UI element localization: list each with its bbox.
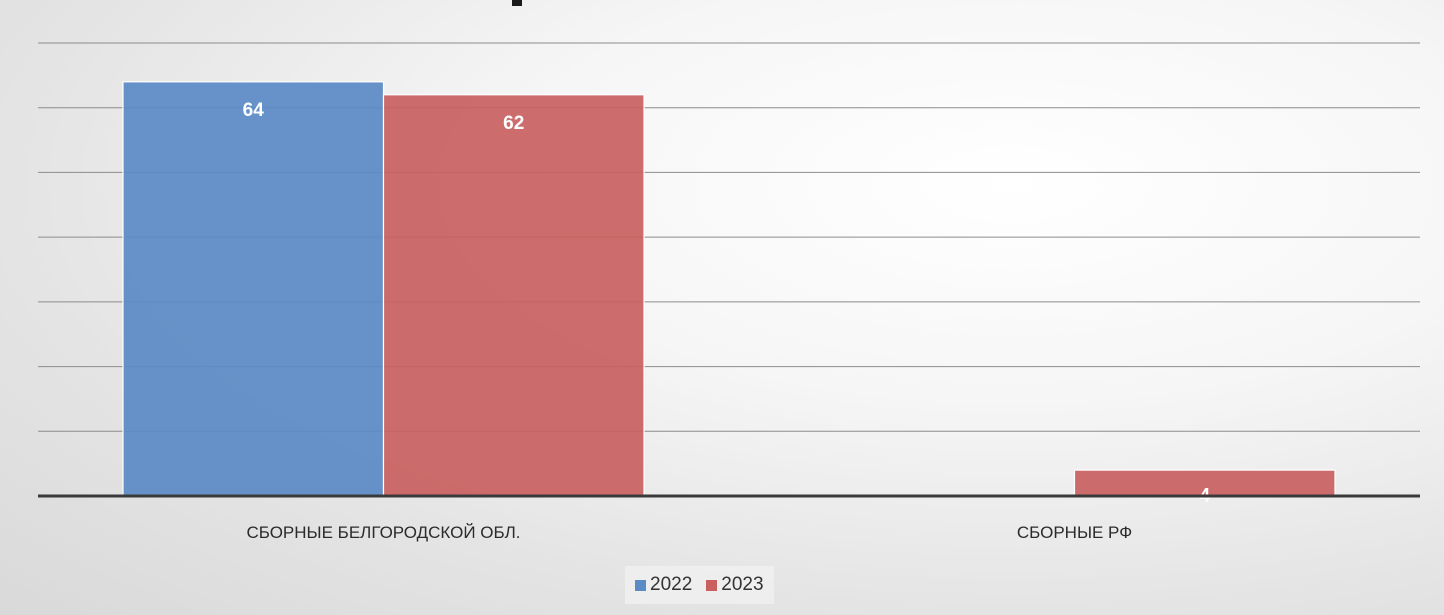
bar-2022-0	[122, 81, 385, 497]
data-label: 62	[503, 113, 524, 134]
legend-swatch	[635, 579, 646, 591]
legend: 2022 2023	[625, 566, 774, 604]
legend-label: 2023	[721, 574, 764, 595]
legend-swatch	[706, 579, 718, 591]
chart-title-fragment	[512, 0, 522, 6]
category-label: СБОРНЫЕ БЕЛГОРОДСКОЙ ОБЛ.	[246, 523, 520, 542]
legend-item-2022: 2022	[635, 574, 692, 596]
data-label: 64	[243, 100, 265, 121]
bar-2023-0	[382, 94, 645, 497]
legend-label: 2022	[650, 574, 693, 595]
category-label: СБОРНЫЕ РФ	[1017, 523, 1132, 542]
bar-2023-1	[1073, 469, 1336, 497]
legend-item-2023: 2023	[706, 574, 764, 596]
